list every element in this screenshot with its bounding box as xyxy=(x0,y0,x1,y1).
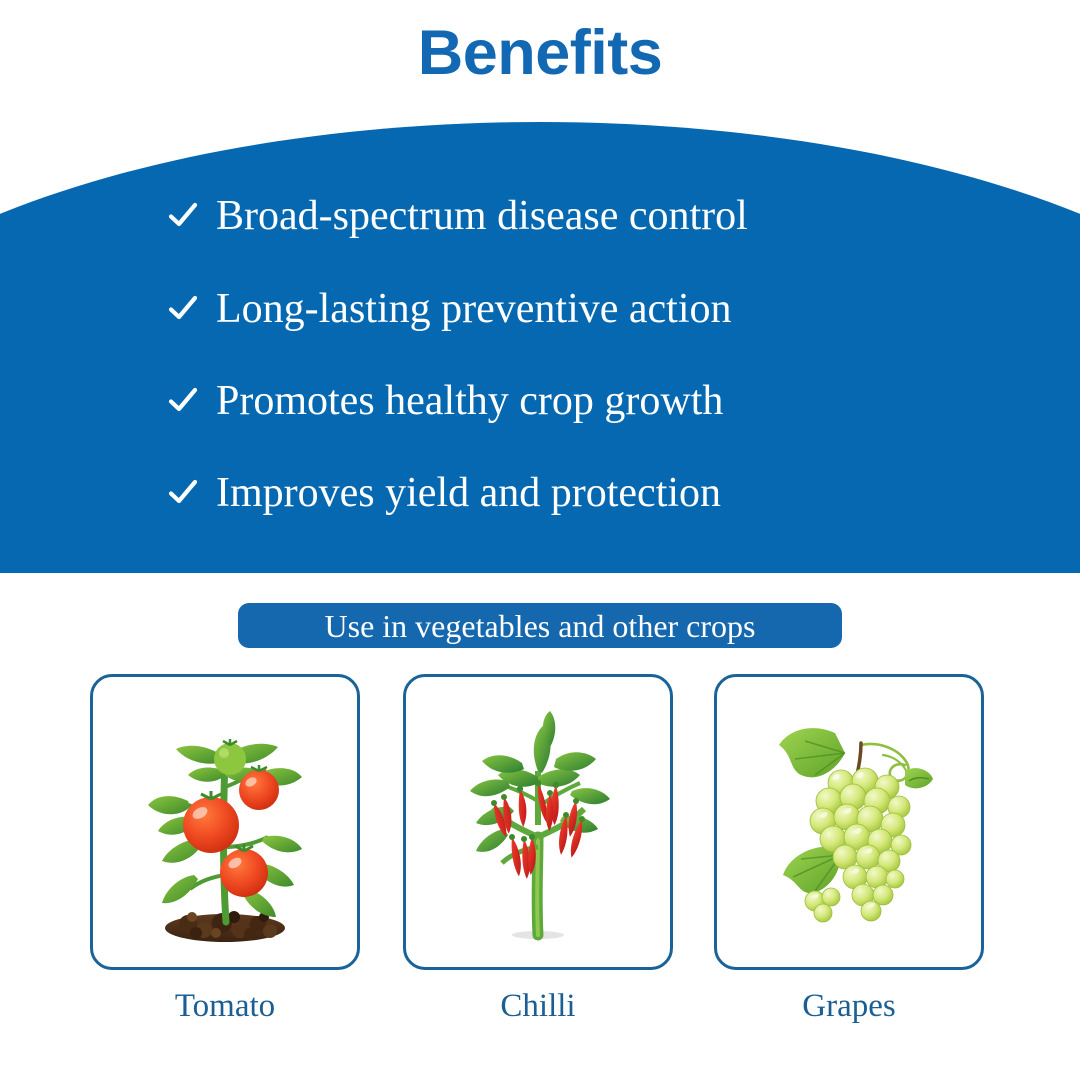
crop-card-tomato[interactable] xyxy=(90,674,360,970)
crop-cell-grapes: Grapes xyxy=(714,674,990,1024)
benefits-panel: Broad-spectrum disease control Long-last… xyxy=(0,122,1080,573)
benefit-item: Long-lasting preventive action xyxy=(168,281,1028,337)
grapes-bunch-illustration xyxy=(779,728,933,923)
check-icon xyxy=(168,386,198,416)
benefit-item: Broad-spectrum disease control xyxy=(168,188,1028,244)
check-icon xyxy=(168,478,198,508)
crop-caption-tomato: Tomato xyxy=(174,988,276,1024)
benefit-label: Broad-spectrum disease control xyxy=(216,192,748,239)
benefit-label: Long-lasting preventive action xyxy=(216,285,732,332)
crops-row: Tomato xyxy=(0,674,1080,1054)
chilli-plant-illustration xyxy=(470,711,610,941)
crop-cell-chilli: Chilli xyxy=(403,674,679,1024)
crop-caption-chilli: Chilli xyxy=(500,988,576,1024)
benefits-list: Broad-spectrum disease control Long-last… xyxy=(0,122,1080,573)
check-icon xyxy=(168,201,198,231)
crop-card-grapes[interactable] xyxy=(714,674,984,970)
benefit-item: Promotes healthy crop growth xyxy=(168,373,1028,429)
crop-card-chilli[interactable] xyxy=(403,674,673,970)
benefit-item: Improves yield and protection xyxy=(168,465,1028,521)
usage-badge-label: Use in vegetables and other crops xyxy=(324,607,756,644)
benefit-label: Improves yield and protection xyxy=(216,469,722,516)
crop-cell-tomato: Tomato xyxy=(90,674,366,1024)
benefit-label: Promotes healthy crop growth xyxy=(216,377,724,424)
check-icon xyxy=(168,294,198,324)
page-title: Benefits xyxy=(417,18,663,88)
usage-badge: Use in vegetables and other crops xyxy=(238,603,842,648)
crop-caption-grapes: Grapes xyxy=(802,988,896,1024)
tomato-plant-illustration xyxy=(148,739,302,942)
